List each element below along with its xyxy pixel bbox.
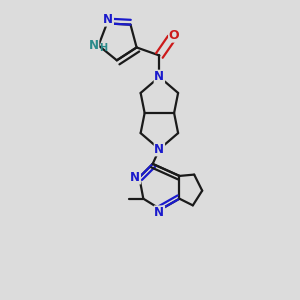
Text: N: N bbox=[154, 70, 164, 83]
Text: N: N bbox=[103, 13, 113, 26]
Text: N: N bbox=[154, 143, 164, 156]
Text: O: O bbox=[169, 29, 179, 42]
Text: N: N bbox=[89, 39, 99, 52]
Text: N: N bbox=[130, 171, 140, 184]
Text: N: N bbox=[154, 206, 164, 219]
Text: H: H bbox=[100, 43, 108, 52]
